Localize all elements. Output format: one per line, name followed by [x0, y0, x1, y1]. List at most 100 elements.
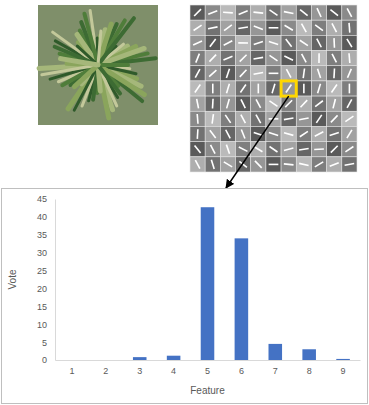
y-tick: 0: [42, 355, 55, 365]
hog-cell: [266, 96, 281, 111]
hog-cell: [266, 35, 281, 50]
x-tick-label: 5: [205, 366, 210, 376]
bar: [201, 207, 215, 360]
hog-stroke: [272, 84, 275, 93]
y-tick: 10: [37, 320, 55, 330]
hog-cell: [311, 142, 326, 157]
hog-stroke: [195, 145, 201, 153]
x-tick: 4: [171, 360, 176, 376]
hog-cell: [327, 66, 342, 81]
x-tick: 9: [341, 360, 346, 376]
hog-stroke: [227, 84, 230, 93]
hog-stroke: [223, 56, 232, 60]
hog-cell: [281, 5, 296, 20]
hog-cell: [311, 111, 326, 126]
y-tick: 25: [37, 266, 55, 276]
hog-cell: [190, 5, 205, 20]
hog-stroke: [284, 56, 293, 60]
hog-cell: [205, 51, 220, 66]
hog-stroke: [318, 69, 321, 78]
hog-cell: [296, 51, 311, 66]
hog-cell: [236, 81, 251, 96]
x-axis-title: Feature: [190, 385, 225, 396]
pointer-arrow: [226, 96, 289, 188]
hog-stroke: [269, 164, 279, 166]
hog-stroke: [300, 40, 308, 45]
y-tick-label: 10: [37, 320, 47, 330]
hog-stroke: [208, 27, 218, 29]
hog-stroke: [286, 84, 291, 92]
hog-stroke: [240, 84, 245, 92]
hog-cell: [342, 157, 357, 172]
hog-cell: [327, 96, 342, 111]
hog-cell: [190, 157, 205, 172]
hog-cell: [281, 81, 296, 96]
hog-cell: [311, 126, 326, 141]
hog-stroke: [195, 160, 200, 169]
hog-stroke: [258, 84, 260, 94]
hog-cell: [220, 111, 235, 126]
hog-stroke: [241, 115, 246, 124]
hog-stroke: [317, 39, 322, 48]
hog-cell: [205, 66, 220, 81]
hog-cell: [327, 81, 342, 96]
hog-stroke: [253, 11, 263, 14]
hog-stroke: [315, 101, 323, 107]
hog-cell: [342, 126, 357, 141]
y-axis: 051015202530354045: [37, 194, 56, 365]
hog-stroke: [331, 84, 336, 92]
hog-stroke: [225, 115, 230, 123]
hog-stroke: [193, 41, 202, 45]
hog-stroke: [226, 130, 231, 139]
hog-cell: [220, 81, 235, 96]
hog-cell: [281, 126, 296, 141]
hog-stroke: [226, 69, 229, 78]
hog-cell: [220, 96, 235, 111]
bar: [99, 360, 113, 361]
hog-stroke: [333, 38, 335, 48]
hog-stroke: [300, 131, 308, 136]
hog-cell: [236, 96, 251, 111]
bar: [336, 359, 350, 360]
hog-cell: [190, 35, 205, 50]
hog-stroke: [210, 39, 216, 47]
hog-cell: [236, 35, 251, 50]
hog-cell: [205, 126, 220, 141]
hog-stroke: [318, 84, 321, 93]
x-tick-label: 3: [137, 366, 142, 376]
hog-image: [190, 5, 357, 172]
hog-stroke: [210, 130, 216, 138]
hog-stroke: [286, 69, 291, 78]
hog-cell: [251, 5, 266, 20]
bar: [235, 238, 249, 360]
hog-stroke: [315, 132, 324, 137]
hog-cell: [311, 157, 326, 172]
hog-stroke: [345, 164, 355, 166]
hog-cell: [327, 157, 342, 172]
hog-stroke: [269, 146, 277, 151]
hog-cell: [220, 5, 235, 20]
chart-frame: [2, 189, 368, 404]
hog-cell: [296, 142, 311, 157]
x-tick-label: 7: [273, 366, 278, 376]
hog-stroke: [196, 114, 198, 124]
hog-cell: [190, 126, 205, 141]
hog-cell: [296, 111, 311, 126]
hog-cell: [190, 20, 205, 35]
bar: [133, 357, 147, 360]
hog-stroke: [285, 25, 293, 30]
x-tick: 6: [239, 360, 244, 376]
hog-stroke: [333, 99, 335, 108]
y-tick-label: 0: [42, 355, 47, 365]
hog-stroke: [285, 100, 292, 107]
hog-cell: [251, 66, 266, 81]
hog-stroke: [284, 133, 293, 136]
hog-cell: [342, 81, 357, 96]
hog-stroke: [269, 133, 278, 136]
hog-stroke: [345, 146, 353, 151]
hog-stroke: [209, 70, 216, 76]
bar: [167, 356, 181, 360]
hog-stroke: [332, 23, 337, 32]
hog-stroke: [333, 68, 335, 78]
hog-cell: [205, 157, 220, 172]
